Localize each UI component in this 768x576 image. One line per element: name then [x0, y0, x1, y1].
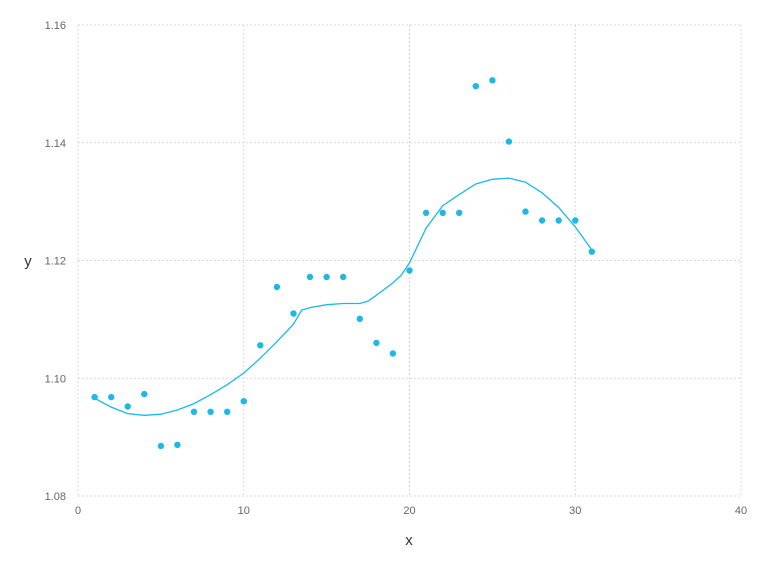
x-tick-label: 40 — [735, 505, 747, 517]
data-point — [356, 315, 363, 322]
data-point — [340, 273, 347, 281]
data-point — [439, 209, 446, 216]
data-point — [373, 339, 380, 347]
data-point — [240, 398, 247, 405]
data-point — [406, 267, 413, 274]
data-point — [141, 390, 148, 398]
data-point — [91, 393, 98, 401]
fit-line — [94, 177, 593, 416]
data-point — [323, 273, 330, 281]
y-axis-label: y — [24, 253, 32, 270]
data-point — [224, 408, 231, 415]
data-points — [91, 77, 595, 450]
data-point — [124, 403, 131, 410]
data-point — [538, 217, 546, 224]
y-tick-label: 1.16 — [45, 20, 66, 32]
data-point — [273, 283, 281, 291]
data-point — [108, 393, 115, 401]
data-point — [306, 273, 314, 281]
data-point — [456, 209, 463, 216]
tick-labels: 0 10 20 30 40 1.08 1.10 1.12 1.14 1.16 — [45, 20, 748, 517]
x-tick-label: 30 — [569, 505, 581, 517]
y-tick-label: 1.08 — [45, 491, 66, 503]
y-tick-label: 1.14 — [45, 138, 66, 150]
y-tick-label: 1.12 — [45, 256, 66, 268]
data-point — [290, 310, 297, 317]
data-point — [389, 350, 397, 357]
data-point — [588, 248, 595, 255]
x-axis-label: x — [405, 532, 413, 549]
y-tick-label: 1.10 — [45, 373, 66, 385]
data-point — [522, 208, 529, 215]
x-tick-label: 10 — [238, 505, 250, 517]
x-tick-label: 20 — [403, 505, 415, 517]
data-point — [157, 442, 165, 450]
data-point — [190, 408, 198, 415]
x-tick-label: 0 — [75, 505, 81, 517]
data-point — [472, 83, 479, 90]
data-point — [207, 408, 214, 415]
data-point — [257, 342, 264, 349]
data-point — [555, 217, 562, 224]
grid — [77, 24, 742, 497]
data-point — [505, 138, 513, 145]
data-point — [174, 441, 181, 448]
data-point — [489, 77, 496, 84]
data-point — [572, 217, 579, 224]
data-point — [422, 209, 430, 216]
